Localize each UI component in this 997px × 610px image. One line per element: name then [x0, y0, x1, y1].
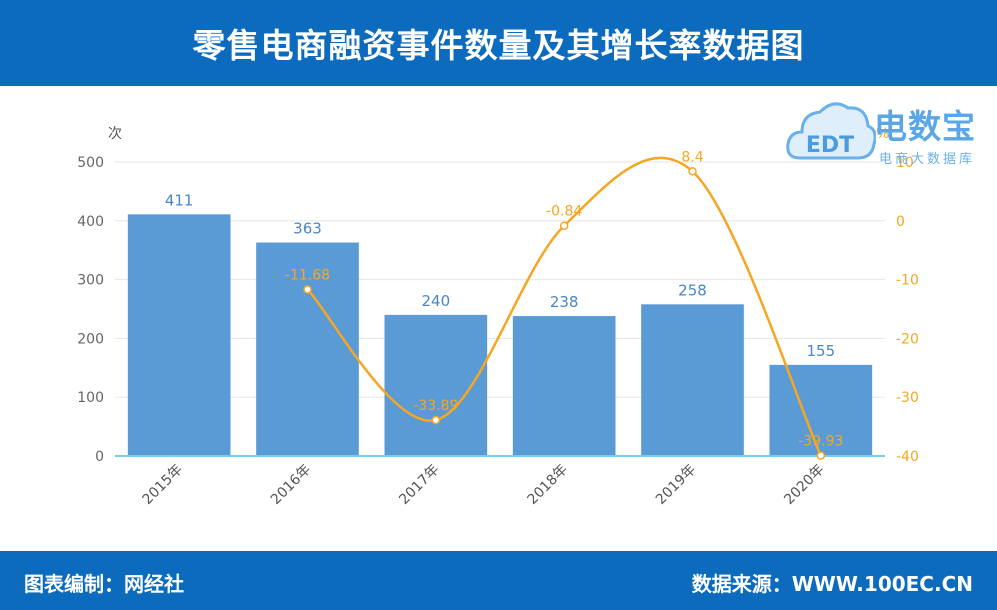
growth-point	[688, 167, 697, 176]
logo-brand: 电数宝	[874, 107, 976, 146]
x-tick-label: 2020年	[781, 462, 827, 508]
right-tick-label: -30	[896, 390, 919, 406]
left-axis-unit: 次	[108, 126, 122, 142]
right-tick-label: -10	[896, 273, 919, 289]
x-tick-label: 2019年	[653, 462, 699, 508]
right-tick-label: -40	[896, 449, 919, 465]
bar-value-label: 238	[550, 293, 579, 311]
left-tick-label: 0	[95, 449, 104, 465]
logo: EDT 电数宝 电商大数据库	[786, 96, 986, 168]
bar	[256, 242, 359, 456]
left-tick-label: 100	[77, 390, 104, 406]
bar-value-label: 240	[422, 292, 451, 310]
growth-point	[303, 285, 312, 294]
growth-value-label: -39.93	[798, 434, 843, 450]
growth-point	[431, 415, 441, 425]
growth-point	[816, 451, 826, 460]
footer-source: 数据来源：WWW.100EC.CN	[691, 572, 973, 596]
growth-value-label: -0.84	[546, 204, 582, 220]
right-axis-unit: %	[876, 126, 889, 142]
logo-subtitle: 电商大数据库	[879, 152, 976, 167]
header-bar: 零售电商融资事件数量及其增长率数据图	[0, 0, 997, 86]
left-tick-label: 400	[77, 214, 104, 230]
footer-credit: 图表编制：网经社	[24, 572, 184, 596]
bar-value-label: 411	[165, 191, 194, 209]
bar-value-label: 258	[678, 281, 707, 299]
right-tick-label: -20	[896, 331, 919, 347]
chart: 0 100 200 300 400 500 -40 -30 -20 -10 0 10 次 % 411 363 2…	[77, 126, 919, 508]
growth-value-label: -33.89	[413, 398, 458, 414]
growth-value-label: -11.68	[285, 267, 330, 283]
left-tick-label: 500	[77, 155, 104, 171]
x-tick-label: 2015年	[140, 462, 186, 508]
x-tick-label: 2017年	[396, 462, 442, 508]
x-tick-label: 2018年	[525, 462, 571, 508]
bar	[127, 214, 231, 456]
bar	[641, 304, 744, 456]
bar	[384, 314, 488, 456]
bar-value-label: 363	[293, 220, 322, 238]
right-tick-label: 10	[896, 155, 914, 171]
logo-badge: EDT	[806, 133, 854, 158]
left-tick-label: 200	[77, 331, 104, 347]
growth-point	[559, 221, 569, 230]
right-tick-label: 0	[896, 214, 905, 230]
x-tick-label: 2016年	[268, 462, 314, 508]
bar	[512, 316, 616, 456]
bar-value-label: 155	[807, 342, 836, 360]
growth-value-label: 8.4	[681, 149, 703, 165]
left-tick-label: 300	[77, 273, 104, 289]
cloud-logo-icon: EDT	[786, 102, 877, 160]
footer-bar: 图表编制：网经社 数据来源：WWW.100EC.CN	[0, 551, 997, 610]
page-title: 零售电商融资事件数量及其增长率数据图	[192, 26, 805, 65]
bar	[769, 364, 873, 456]
